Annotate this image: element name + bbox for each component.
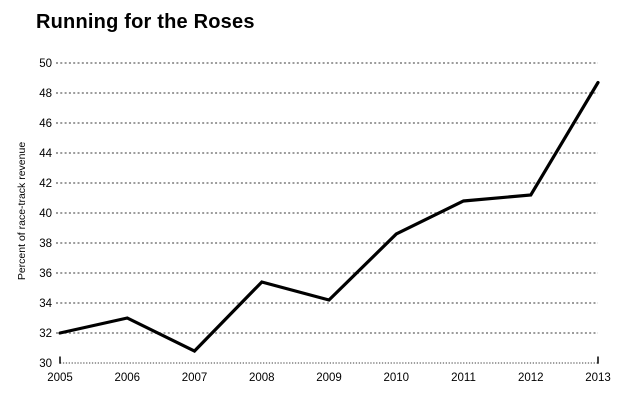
x-tick-label: 2012 bbox=[518, 372, 544, 384]
x-tick-label: 2008 bbox=[249, 372, 275, 384]
y-tick-label: 32 bbox=[39, 328, 52, 340]
x-tick-label: 2005 bbox=[47, 372, 73, 384]
x-tick-label: 2007 bbox=[182, 372, 208, 384]
y-tick-label: 44 bbox=[39, 148, 52, 160]
x-tick-label: 2013 bbox=[585, 372, 611, 384]
y-axis-title: Percent of race-track revenue bbox=[16, 142, 28, 280]
y-tick-label: 34 bbox=[39, 298, 52, 310]
x-axis: 2005 2006 2007 2008 2009 2010 2011 2012 2013 bbox=[47, 356, 611, 384]
y-tick-label: 50 bbox=[39, 58, 52, 70]
x-tick-label: 2009 bbox=[316, 372, 342, 384]
chart-title: Running for the Roses bbox=[36, 11, 255, 33]
y-tick-label: 40 bbox=[39, 208, 52, 220]
x-tick-label: 2010 bbox=[383, 372, 409, 384]
y-tick-label: 30 bbox=[39, 358, 52, 370]
y-tick-label: 42 bbox=[39, 178, 52, 190]
y-tick-label: 38 bbox=[39, 238, 52, 250]
y-tick-label: 46 bbox=[39, 118, 52, 130]
x-tick-label: 2011 bbox=[451, 372, 476, 384]
y-axis: 30 32 34 36 38 40 42 44 46 48 50 Percent of race-tr… bbox=[16, 58, 53, 370]
y-tick-label: 36 bbox=[39, 268, 52, 280]
x-tick-label: 2006 bbox=[114, 372, 140, 384]
y-tick-label: 48 bbox=[39, 88, 52, 100]
gridlines bbox=[56, 62, 598, 334]
revenue-line bbox=[58, 80, 600, 353]
